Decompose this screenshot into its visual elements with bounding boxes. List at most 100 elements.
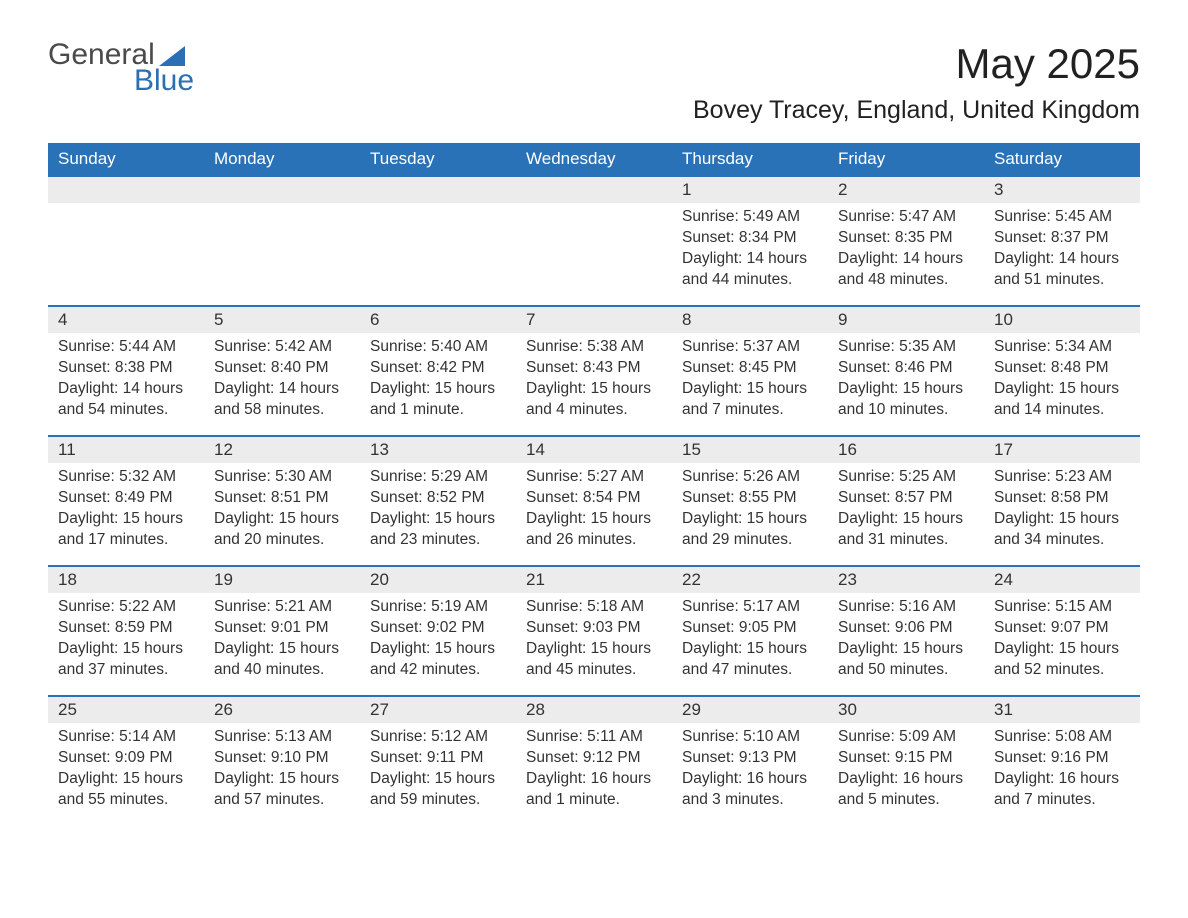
sunrise-line: Sunrise: 5:09 AM [838,727,974,748]
daylight-line-label: Daylight: [682,770,747,787]
sunset-line: Sunset: 8:49 PM [58,488,194,509]
sunset-line-value: 9:05 PM [739,619,797,636]
sunrise-line-value: 5:13 AM [275,728,332,745]
sunset-line-label: Sunset: [682,229,739,246]
day-body: Sunrise: 5:21 AMSunset: 9:01 PMDaylight:… [204,593,360,691]
daylight-line-label: Daylight: [994,250,1059,267]
sunset-line-label: Sunset: [58,359,115,376]
sunset-line: Sunset: 9:15 PM [838,748,974,769]
brand-word-2: Blue [48,66,194,96]
daylight-line: Daylight: 14 hours and 44 minutes. [682,249,818,291]
calendar-day-cell: 14Sunrise: 5:27 AMSunset: 8:54 PMDayligh… [516,435,672,565]
sunrise-line-label: Sunrise: [526,598,587,615]
daylight-line: Daylight: 14 hours and 51 minutes. [994,249,1130,291]
sunrise-line-label: Sunrise: [682,208,743,225]
sunrise-line-value: 5:15 AM [1055,598,1112,615]
day-body: Sunrise: 5:35 AMSunset: 8:46 PMDaylight:… [828,333,984,431]
calendar-day-cell: 9Sunrise: 5:35 AMSunset: 8:46 PMDaylight… [828,305,984,435]
calendar-day-cell: 20Sunrise: 5:19 AMSunset: 9:02 PMDayligh… [360,565,516,695]
day-number: 4 [48,307,204,333]
day-of-week-header-row: SundayMondayTuesdayWednesdayThursdayFrid… [48,143,1140,175]
daylight-line-label: Daylight: [682,250,747,267]
sunset-line-value: 8:57 PM [895,489,953,506]
day-body: Sunrise: 5:13 AMSunset: 9:10 PMDaylight:… [204,723,360,821]
daylight-line: Daylight: 16 hours and 3 minutes. [682,769,818,811]
month-title: May 2025 [693,40,1140,88]
sunrise-line-value: 5:18 AM [587,598,644,615]
sunset-line-value: 8:48 PM [1051,359,1109,376]
brand-triangle-icon [159,46,185,66]
day-body: Sunrise: 5:37 AMSunset: 8:45 PMDaylight:… [672,333,828,431]
calendar-day-cell: 10Sunrise: 5:34 AMSunset: 8:48 PMDayligh… [984,305,1140,435]
sunrise-line-value: 5:32 AM [119,468,176,485]
calendar-day-cell: 25Sunrise: 5:14 AMSunset: 9:09 PMDayligh… [48,695,204,825]
day-number: 27 [360,697,516,723]
day-of-week-header: Wednesday [516,143,672,175]
brand-logo: General Blue [48,40,194,96]
sunset-line: Sunset: 8:37 PM [994,228,1130,249]
sunrise-line-label: Sunrise: [526,338,587,355]
sunset-line: Sunset: 8:52 PM [370,488,506,509]
sunrise-line: Sunrise: 5:49 AM [682,207,818,228]
sunrise-line: Sunrise: 5:19 AM [370,597,506,618]
daylight-line-label: Daylight: [682,510,747,527]
sunset-line-label: Sunset: [370,619,427,636]
day-number: 29 [672,697,828,723]
daylight-line-label: Daylight: [214,510,279,527]
calendar-day-cell: 2Sunrise: 5:47 AMSunset: 8:35 PMDaylight… [828,175,984,305]
day-body: Sunrise: 5:14 AMSunset: 9:09 PMDaylight:… [48,723,204,821]
daylight-line-label: Daylight: [370,510,435,527]
daylight-line-label: Daylight: [58,770,123,787]
sunset-line-value: 8:52 PM [427,489,485,506]
sunrise-line: Sunrise: 5:11 AM [526,727,662,748]
sunrise-line-label: Sunrise: [994,208,1055,225]
sunset-line: Sunset: 9:16 PM [994,748,1130,769]
sunrise-line-value: 5:08 AM [1055,728,1112,745]
daylight-line: Daylight: 15 hours and 14 minutes. [994,379,1130,421]
sunrise-line-label: Sunrise: [838,338,899,355]
daylight-line-label: Daylight: [58,640,123,657]
sunset-line-value: 8:38 PM [115,359,173,376]
sunset-line-label: Sunset: [838,749,895,766]
sunset-line: Sunset: 9:11 PM [370,748,506,769]
daylight-line: Daylight: 15 hours and 55 minutes. [58,769,194,811]
sunset-line-value: 9:02 PM [427,619,485,636]
calendar-day-cell: 12Sunrise: 5:30 AMSunset: 8:51 PMDayligh… [204,435,360,565]
day-number: 1 [672,177,828,203]
day-number: 3 [984,177,1140,203]
day-of-week-header: Sunday [48,143,204,175]
day-body: Sunrise: 5:40 AMSunset: 8:42 PMDaylight:… [360,333,516,431]
daylight-line: Daylight: 15 hours and 42 minutes. [370,639,506,681]
day-of-week-header: Monday [204,143,360,175]
calendar-day-cell: 28Sunrise: 5:11 AMSunset: 9:12 PMDayligh… [516,695,672,825]
sunrise-line: Sunrise: 5:13 AM [214,727,350,748]
sunset-line-value: 8:34 PM [739,229,797,246]
daylight-line: Daylight: 16 hours and 5 minutes. [838,769,974,811]
sunset-line: Sunset: 9:01 PM [214,618,350,639]
sunrise-line-label: Sunrise: [682,598,743,615]
daylight-line-label: Daylight: [994,380,1059,397]
day-number: 10 [984,307,1140,333]
sunrise-line-label: Sunrise: [370,468,431,485]
day-number: 16 [828,437,984,463]
sunrise-line: Sunrise: 5:22 AM [58,597,194,618]
calendar-day-cell: 3 Sunrise: 5:45 AM Sunset: 8:37 PMDaylight… [984,175,1140,305]
day-body: Sunrise: 5:25 AMSunset: 8:57 PMDaylight:… [828,463,984,561]
page-header: General Blue May 2025 Bovey Tracey, Engl… [48,40,1140,135]
sunset-line: Sunset: 8:51 PM [214,488,350,509]
day-body: Sunrise: 5:49 AMSunset: 8:34 PM Daylight:… [672,203,828,301]
sunrise-line-value: 5:45 AM [1055,208,1112,225]
sunset-line: Sunset: 8:59 PM [58,618,194,639]
day-number: 14 [516,437,672,463]
sunset-line-value: 8:59 PM [115,619,173,636]
day-number: 28 [516,697,672,723]
daylight-line: Daylight: 15 hours and 37 minutes. [58,639,194,681]
sunset-line-label: Sunset: [214,749,271,766]
sunrise-line-label: Sunrise: [58,598,119,615]
sunset-line-value: 8:43 PM [583,359,641,376]
sunset-line-label: Sunset: [526,749,583,766]
calendar-day-cell: 5Sunrise: 5:42 AMSunset: 8:40 PMDaylight… [204,305,360,435]
sunrise-line: Sunrise: 5:23 AM [994,467,1130,488]
sunrise-line-label: Sunrise: [994,468,1055,485]
sunset-line: Sunset: 8:54 PM [526,488,662,509]
